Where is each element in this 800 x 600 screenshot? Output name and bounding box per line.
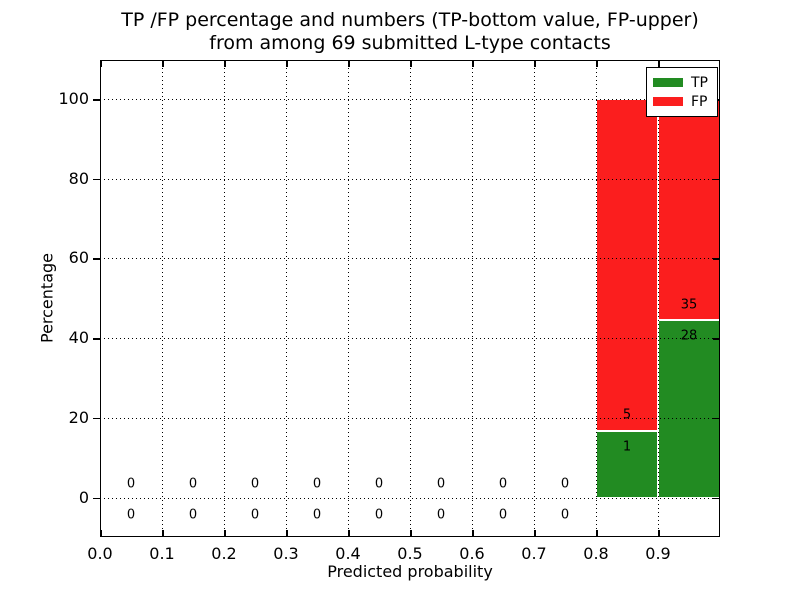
x-axis-tick	[596, 530, 598, 537]
bar-segment-fp	[596, 99, 658, 432]
zero-count-label: 0	[312, 476, 322, 492]
legend-label-fp: FP	[691, 93, 708, 110]
fp-count-label: 5	[622, 407, 632, 423]
x-tick-label: 0.4	[335, 544, 361, 563]
gridline	[658, 60, 659, 537]
x-tick-label: 0.9	[645, 544, 671, 563]
x-tick-label: 0.5	[397, 544, 423, 563]
zero-count-label: 0	[312, 507, 322, 523]
x-axis-tick-top	[162, 60, 164, 67]
zero-count-label: 0	[250, 476, 260, 492]
y-axis-tick	[93, 417, 100, 420]
zero-count-label: 0	[374, 476, 384, 492]
chart-title-line1: TP /FP percentage and numbers (TP-bottom…	[121, 9, 699, 31]
zero-count-label: 0	[498, 507, 508, 523]
y-axis-tick-right	[713, 338, 720, 340]
y-axis-tick	[93, 258, 100, 261]
x-axis-tick-top	[100, 60, 102, 67]
y-tick-label: 60	[68, 248, 89, 268]
y-tick-label: 100	[58, 89, 89, 109]
y-axis-tick	[93, 497, 100, 500]
x-tick-label: 0.2	[211, 544, 237, 563]
x-axis-tick	[472, 530, 474, 537]
zero-count-label: 0	[188, 507, 198, 523]
x-axis-tick-top	[286, 60, 288, 67]
y-tick-label: 80	[68, 168, 89, 188]
x-axis-tick-top	[596, 60, 598, 67]
x-axis-label: Predicted probability	[327, 562, 493, 581]
bar-segment-fp	[658, 99, 720, 321]
zero-count-label: 0	[498, 476, 508, 492]
x-axis-tick-top	[534, 60, 536, 67]
fp-swatch-icon	[653, 97, 683, 106]
x-axis-tick	[224, 530, 226, 537]
x-axis-tick-top	[224, 60, 226, 67]
y-tick-label: 20	[68, 407, 89, 427]
x-axis-tick	[658, 530, 660, 537]
legend-entry-fp: FP	[653, 92, 717, 111]
bar-segment-tp	[658, 320, 720, 498]
legend-label-tp: TP	[691, 74, 708, 91]
x-axis-tick	[162, 530, 164, 537]
x-axis-tick	[100, 530, 102, 537]
x-axis-tick-top	[472, 60, 474, 67]
x-tick-label: 0.7	[521, 544, 547, 563]
y-tick-label: 40	[68, 328, 89, 348]
zero-count-label: 0	[436, 507, 446, 523]
x-axis-tick-top	[410, 60, 412, 67]
zero-count-label: 0	[560, 507, 570, 523]
gridline	[162, 60, 163, 537]
gridline	[534, 60, 535, 537]
x-axis-tick	[286, 530, 288, 537]
x-tick-label: 0.3	[273, 544, 299, 563]
chart-title: TP /FP percentage and numbers (TP-bottom…	[100, 9, 720, 55]
x-axis-tick	[348, 530, 350, 537]
y-axis-tick-right	[713, 178, 720, 181]
zero-count-label: 0	[560, 476, 570, 492]
tp-count-label: 28	[680, 328, 698, 344]
zero-count-label: 0	[374, 507, 384, 523]
zero-count-label: 0	[188, 476, 198, 492]
gridline	[596, 60, 597, 537]
legend: TP FP	[646, 67, 718, 117]
x-axis-tick	[410, 530, 412, 537]
tp-count-label: 1	[622, 439, 632, 455]
gridline	[286, 60, 287, 537]
fp-count-label: 35	[680, 297, 698, 312]
y-axis-tick-right	[713, 417, 720, 420]
chart-title-line2: from among 69 submitted L-type contacts	[209, 32, 611, 54]
y-axis-tick-right	[713, 497, 720, 500]
y-axis-tick	[93, 178, 100, 181]
x-axis-tick-top	[348, 60, 350, 67]
gridline	[410, 60, 411, 537]
y-tick-label: 0	[78, 487, 89, 507]
y-axis-tick-right	[713, 258, 720, 261]
x-axis-tick-top	[658, 60, 660, 67]
x-axis-tick	[534, 530, 536, 537]
tp-swatch-icon	[653, 78, 683, 87]
plot-area: 0 0 0 0 0 0 0 0 0 0 0 0 0 0 0 0 5 1 35 28	[93, 60, 720, 537]
zero-count-label: 0	[250, 507, 260, 523]
x-tick-label: 0.6	[459, 544, 485, 563]
x-tick-label: 0.8	[583, 544, 609, 563]
bar-segment-tp	[596, 431, 658, 498]
gridline	[472, 60, 473, 537]
x-tick-label: 0.0	[87, 544, 113, 563]
x-tick-label: 0.1	[149, 544, 175, 563]
gridline	[348, 60, 349, 537]
zero-count-label: 0	[436, 476, 446, 492]
gridline	[224, 60, 225, 537]
legend-entry-tp: TP	[653, 73, 717, 92]
y-axis-tick	[93, 99, 100, 101]
zero-count-label: 0	[126, 476, 136, 492]
y-axis-tick	[93, 338, 100, 340]
zero-count-label: 0	[126, 507, 136, 523]
